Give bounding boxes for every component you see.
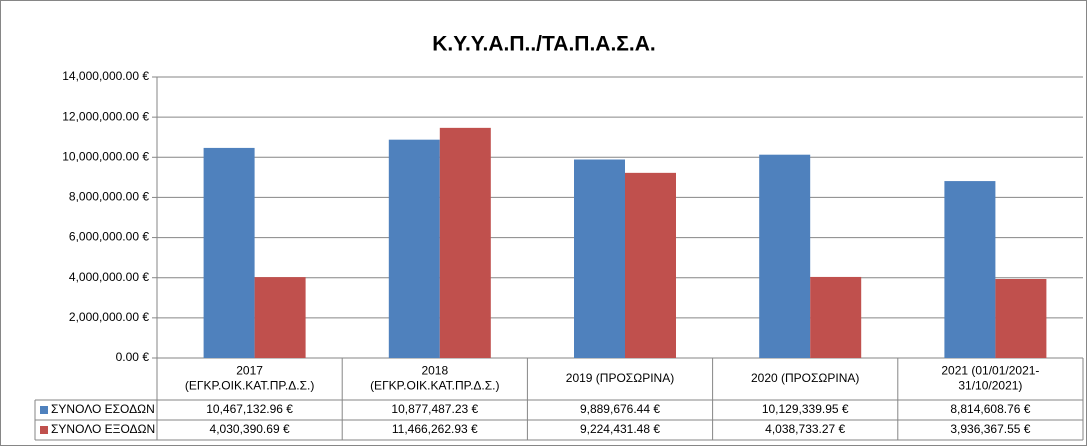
table-value: 9,889,676.44 €	[580, 402, 660, 416]
x-tick-label: 2020 (ΠΡΟΣΩΡΙΝΑ)	[751, 371, 859, 385]
bar	[254, 277, 306, 358]
bar	[439, 127, 491, 359]
y-tick-label: 4,000,000.00 €	[69, 270, 149, 284]
bar	[625, 172, 676, 358]
y-tick-label: 10,000,000.00 €	[62, 149, 149, 163]
x-tick-label: 2021 (01/01/2021-31/10/2021)	[941, 364, 1039, 393]
legend-label: ΣΥΝΟΛΟ ΕΞΟΔΩΝ	[51, 422, 155, 436]
table-value: 4,030,390.69 €	[210, 422, 290, 436]
table-value: 10,467,132.96 €	[206, 402, 293, 416]
y-tick-label: 14,000,000.00 €	[62, 69, 149, 83]
legend-label: ΣΥΝΟΛΟ ΕΣΟΔΩΝ	[51, 402, 155, 416]
table-value: 3,936,367.55 €	[950, 422, 1030, 436]
bar	[810, 276, 862, 358]
table-value: 10,129,339.95 €	[762, 402, 849, 416]
bar	[759, 154, 811, 358]
legend-swatch	[40, 406, 48, 414]
table-value: 10,877,487.23 €	[391, 402, 478, 416]
table-value: 8,814,608.76 €	[950, 402, 1030, 416]
x-tick-label: 2018 (ΕΓΚΡ.ΟΙΚ.ΚΑΤ.ΠΡ.Δ.Σ.)	[370, 364, 499, 393]
y-tick-label: 12,000,000.00 €	[62, 109, 149, 123]
y-tick-label: 0.00 €	[116, 350, 150, 364]
y-tick-label: 6,000,000.00 €	[69, 230, 149, 244]
table-value: 9,224,431.48 €	[580, 422, 660, 436]
x-tick-label: 2019 (ΠΡΟΣΩΡΙΝΑ)	[566, 371, 674, 385]
bar	[995, 278, 1047, 358]
bar	[574, 159, 625, 358]
table-value: 11,466,262.93 €	[392, 422, 478, 436]
table-value: 4,038,733.27 €	[765, 422, 845, 436]
bar	[203, 147, 255, 358]
y-tick-label: 8,000,000.00 €	[69, 190, 149, 204]
y-tick-label: 2,000,000.00 €	[69, 310, 149, 324]
bar	[388, 139, 440, 358]
legend-swatch	[40, 426, 48, 434]
bar	[944, 181, 996, 358]
x-tick-label: 2017 (ΕΓΚΡ.ΟΙΚ.ΚΑΤ.ΠΡ.Δ.Σ.)	[185, 364, 314, 393]
chart-title: Κ.Υ.Υ.Α.Π../ΤΑ.Π.Α.Σ.Α.	[432, 33, 655, 56]
